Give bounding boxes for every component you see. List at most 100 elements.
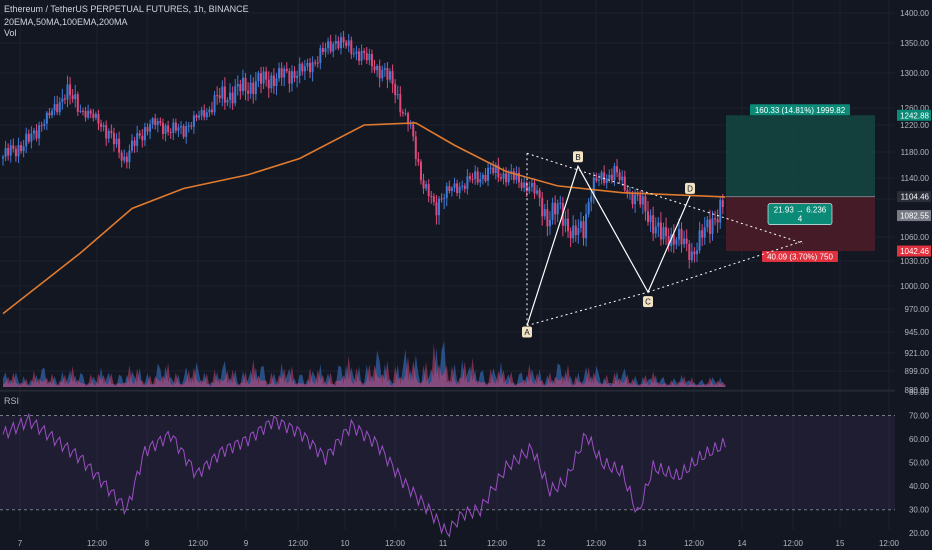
- candle-body: [141, 135, 144, 141]
- time-tick-label: 7: [18, 539, 23, 548]
- candle-body: [151, 118, 154, 125]
- candle-body: [466, 176, 469, 189]
- candle-body: [365, 53, 368, 61]
- rsi-legend[interactable]: RSI: [4, 396, 20, 406]
- candle-body: [2, 156, 4, 159]
- abcd-lines: [526, 164, 691, 326]
- price-tick-label: 1220.00: [900, 121, 929, 130]
- candle-body: [677, 228, 680, 240]
- candle-body: [505, 173, 508, 183]
- candle-body: [399, 94, 402, 113]
- candle-body: [631, 192, 634, 205]
- candle-body: [518, 172, 520, 183]
- candle-body: [659, 222, 662, 240]
- indicators-legend[interactable]: 20EMA,50MA,100EMA,200MA: [4, 17, 128, 27]
- candle-body: [634, 194, 637, 205]
- candle-body: [311, 62, 314, 73]
- candle-body: [492, 167, 495, 174]
- rsi-tick-label: 30.00: [909, 506, 930, 515]
- candle-body: [569, 231, 572, 239]
- candle-body: [546, 209, 549, 227]
- candle-body: [536, 190, 539, 194]
- time-tick-label: 12:00: [487, 539, 508, 548]
- candle-body: [350, 40, 353, 54]
- candle-body: [530, 182, 533, 188]
- pattern-label-d: D: [687, 184, 693, 193]
- candle-body: [716, 219, 719, 223]
- candle-body: [156, 121, 159, 125]
- candle-body: [368, 53, 371, 61]
- candle-body: [616, 166, 619, 173]
- time-tick-label: 12:00: [288, 539, 309, 548]
- candle-body: [443, 198, 446, 200]
- candle-body: [450, 187, 453, 191]
- candle-body: [458, 186, 461, 194]
- candle-body: [226, 100, 229, 103]
- candle-body: [252, 82, 255, 95]
- candle-body: [711, 218, 714, 234]
- price-tag-text: 1082.55: [900, 212, 929, 221]
- candle-body: [489, 167, 492, 169]
- candle-body: [649, 215, 652, 223]
- price-tag-text: 1242.88: [900, 111, 929, 120]
- candle-body: [355, 51, 358, 54]
- time-tick-label: 9: [244, 539, 249, 548]
- price-tick-label: 1300.00: [900, 69, 929, 78]
- candle-body: [249, 82, 252, 94]
- candle-body: [53, 104, 56, 111]
- candle-body: [461, 185, 464, 187]
- candle-body: [92, 113, 95, 118]
- candle-body: [131, 140, 133, 151]
- candle-body: [417, 158, 420, 162]
- candle-body: [97, 113, 100, 124]
- candle-body: [533, 182, 536, 194]
- candle-body: [327, 41, 330, 49]
- rsi-tick-label: 70.00: [909, 412, 930, 421]
- rr-text-1: 21.93 → 6.236: [774, 206, 827, 215]
- candle-body: [216, 95, 219, 97]
- candle-body: [698, 230, 701, 251]
- candle-body: [257, 73, 260, 82]
- time-tick-label: 12:00: [783, 539, 804, 548]
- candle-body: [590, 196, 593, 202]
- candle-body: [708, 219, 711, 234]
- candle-body: [337, 40, 340, 49]
- candle-body: [499, 177, 502, 179]
- candle-body: [48, 112, 51, 116]
- candle-body: [146, 127, 149, 132]
- candle-body: [27, 133, 30, 142]
- candle-body: [87, 110, 90, 118]
- candle-body: [172, 122, 175, 133]
- time-tick-label: 15: [836, 539, 845, 548]
- candle-body: [167, 125, 170, 133]
- candle-body: [12, 145, 15, 149]
- candle-body: [358, 51, 361, 61]
- candle-body: [231, 92, 234, 104]
- candle-body: [79, 110, 82, 112]
- candle-body: [195, 115, 198, 118]
- candle-body: [672, 234, 675, 245]
- candle-body: [174, 122, 177, 131]
- candle-body: [112, 133, 115, 145]
- candle-body: [654, 226, 657, 234]
- candle-body: [502, 173, 505, 179]
- candle-body: [159, 121, 162, 123]
- candle-body: [324, 48, 327, 52]
- time-tick-label: 13: [638, 539, 647, 548]
- candle-body: [453, 183, 456, 188]
- candle-body: [579, 221, 582, 229]
- candle-body: [419, 161, 422, 181]
- candle-body: [241, 77, 244, 92]
- time-tick-label: 12:00: [879, 539, 900, 548]
- candle-body: [61, 98, 64, 103]
- candle-body: [94, 113, 97, 118]
- volume-legend[interactable]: Vol: [4, 28, 17, 38]
- rsi-pane: [0, 412, 895, 538]
- time-tick-label: 12:00: [188, 539, 209, 548]
- candle-body: [301, 63, 304, 72]
- candle-body: [440, 198, 443, 200]
- abcd-pattern[interactable]: A B C D: [522, 151, 804, 338]
- candle-body: [520, 182, 523, 188]
